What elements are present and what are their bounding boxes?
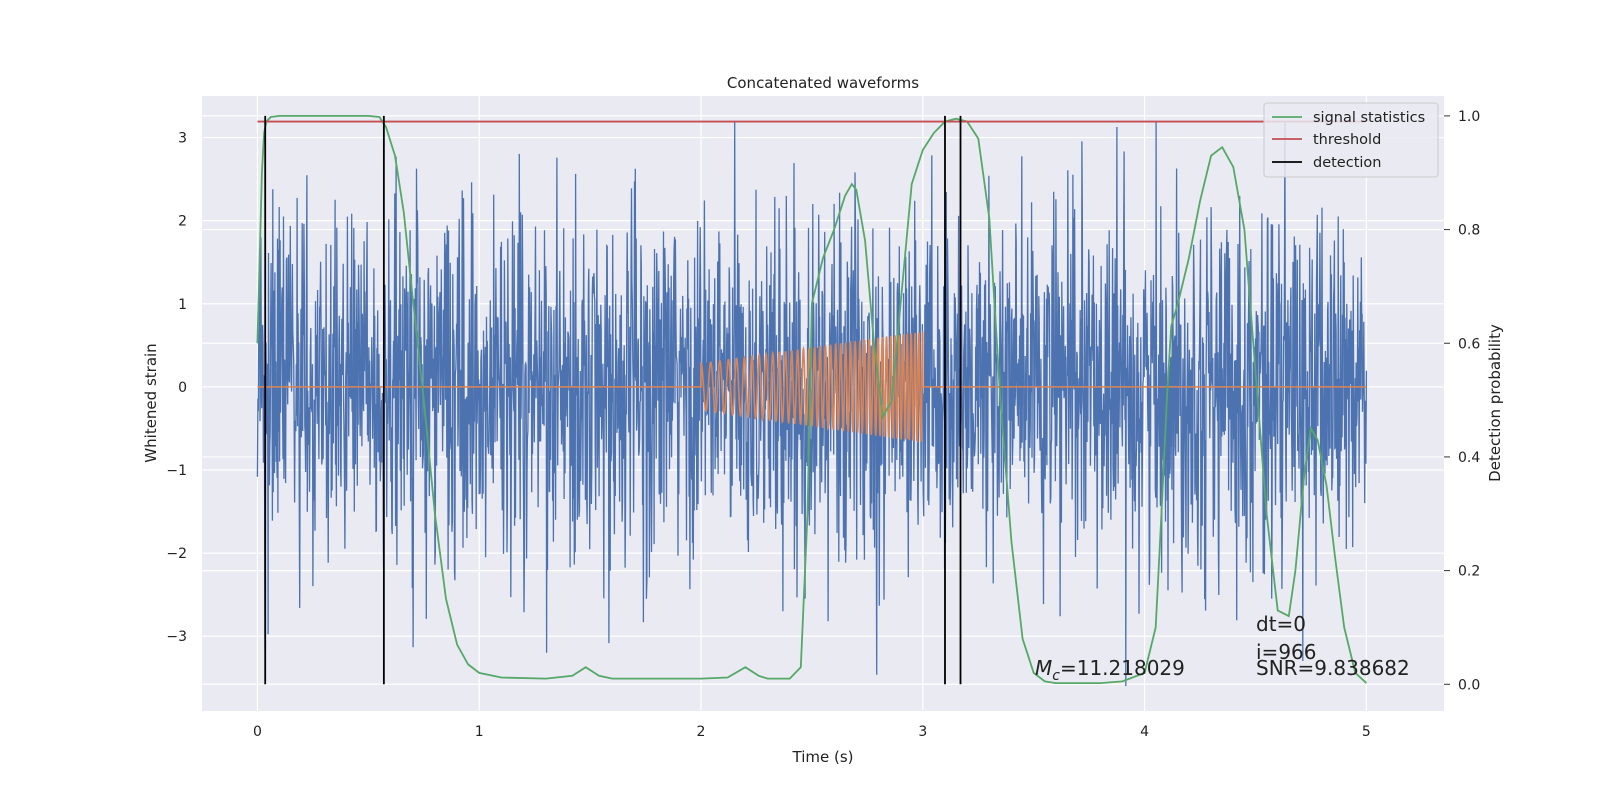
y-tick-label: −2 <box>166 546 187 562</box>
index-annotation: i=966 <box>1256 640 1317 664</box>
series-injected-chirp <box>257 331 1367 444</box>
legend-signal-statistics-label: signal statistics <box>1313 110 1425 126</box>
y-tick-label: 3 <box>178 131 187 147</box>
series-signal-statistics <box>256 115 1368 684</box>
x-ticks: 0 1 2 3 4 5 <box>253 724 1371 740</box>
legend-detection-label: detection <box>1313 155 1381 171</box>
legend: signal statistics threshold detection <box>1263 102 1439 178</box>
legend-box <box>1263 102 1439 178</box>
x-tick-label: 1 <box>475 724 484 740</box>
y2-tick-label: 0.6 <box>1458 336 1480 352</box>
y-tick-label: 2 <box>178 214 187 230</box>
y2-axis-label: Detection probability <box>1486 324 1504 482</box>
y-axis-label: Whitened strain <box>142 343 160 462</box>
y2-tick-label: 0.0 <box>1458 677 1480 693</box>
y-tick-label: −3 <box>166 629 187 645</box>
x-tick-label: 5 <box>1362 724 1371 740</box>
y-tick-label: −1 <box>166 463 187 479</box>
y-tick-label: 0 <box>178 380 187 396</box>
y-tick-label: 1 <box>178 297 187 313</box>
x-tick-label: 3 <box>918 724 927 740</box>
series-whitened-strain <box>256 120 1368 687</box>
y2-ticks: 0.0 0.2 0.4 0.6 0.8 1.0 <box>1444 109 1480 693</box>
chirp-mass-annotation: Mc=11.218029 <box>1035 656 1185 684</box>
y2-tick-label: 0.2 <box>1458 564 1480 580</box>
y-ticks: −3 −2 −1 0 1 2 3 <box>166 131 187 646</box>
chart-title: Concatenated waveforms <box>727 74 919 92</box>
y2-tick-label: 0.4 <box>1458 450 1480 466</box>
y2-tick-label: 1.0 <box>1458 109 1480 125</box>
x-tick-label: 0 <box>253 724 262 740</box>
legend-threshold-label: threshold <box>1313 132 1381 148</box>
y2-tick-label: 0.8 <box>1458 223 1480 239</box>
snr-annotation: SNR=9.838682 <box>1256 656 1410 680</box>
x-tick-label: 4 <box>1140 724 1149 740</box>
detections <box>264 115 962 685</box>
x-axis-label: Time (s) <box>792 748 854 766</box>
x-tick-label: 2 <box>697 724 706 740</box>
dt-annotation: dt=0 <box>1256 612 1306 636</box>
